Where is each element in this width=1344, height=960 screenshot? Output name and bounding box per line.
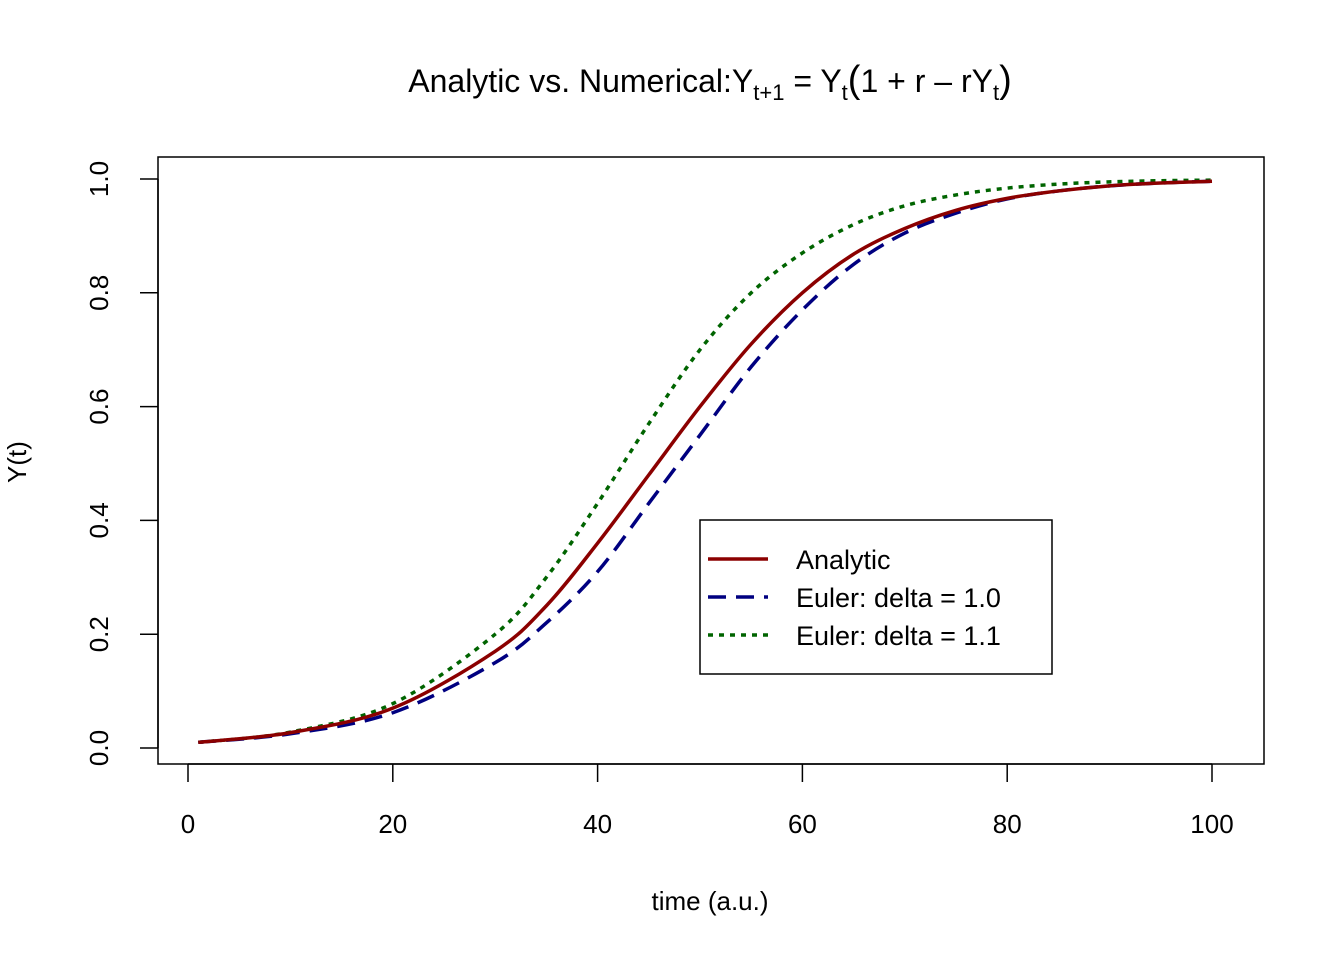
y-tick-label: 0.4 (84, 502, 114, 538)
title-body: 1 + r – rY (860, 63, 993, 99)
y-tick-label: 0.6 (84, 389, 114, 425)
y-tick-label: 0.0 (84, 730, 114, 766)
title-prefix: Analytic vs. Numerical: (408, 63, 732, 99)
y-tick-label: 1.0 (84, 161, 114, 197)
series-line-0 (198, 179, 1213, 745)
title-open-paren: ( (848, 59, 861, 101)
x-axis: 0 20 40 60 80 100 (181, 763, 1234, 839)
title-y2: Y (820, 63, 841, 99)
title-sub-t: t (842, 80, 848, 105)
y-axis-label: Y(t) (2, 441, 32, 483)
x-tick-label: 100 (1190, 809, 1233, 839)
legend-label: Euler: delta = 1.0 (796, 583, 1001, 613)
legend-box (699, 519, 1053, 675)
legend-label: Euler: delta = 1.1 (796, 621, 1001, 651)
legend-label: Analytic (796, 545, 891, 575)
x-tick-label: 80 (993, 809, 1022, 839)
x-tick-label: 0 (181, 809, 195, 839)
series-line-2 (198, 178, 1213, 745)
y-axis: 0.0 0.2 0.4 0.6 0.8 1.0 (84, 161, 159, 766)
x-tick-label: 60 (788, 809, 817, 839)
title-y: Y (732, 63, 753, 99)
title-sub-t1: t+1 (753, 80, 784, 105)
x-tick-label: 40 (583, 809, 612, 839)
chart-title: Analytic vs. Numerical:Yt+1 = Yt(1 + r –… (408, 59, 1011, 105)
y-tick-label: 0.8 (84, 275, 114, 311)
series-layer (198, 178, 1213, 745)
x-tick-label: 20 (378, 809, 407, 839)
legend: Analytic Euler: delta = 1.0 Euler: delta =… (699, 519, 1053, 675)
title-sub-t-last: t (993, 80, 999, 105)
y-tick-label: 0.2 (84, 616, 114, 652)
title-equals: = (784, 63, 820, 99)
x-axis-label: time (a.u.) (651, 886, 768, 916)
title-close-paren: ) (999, 59, 1012, 101)
